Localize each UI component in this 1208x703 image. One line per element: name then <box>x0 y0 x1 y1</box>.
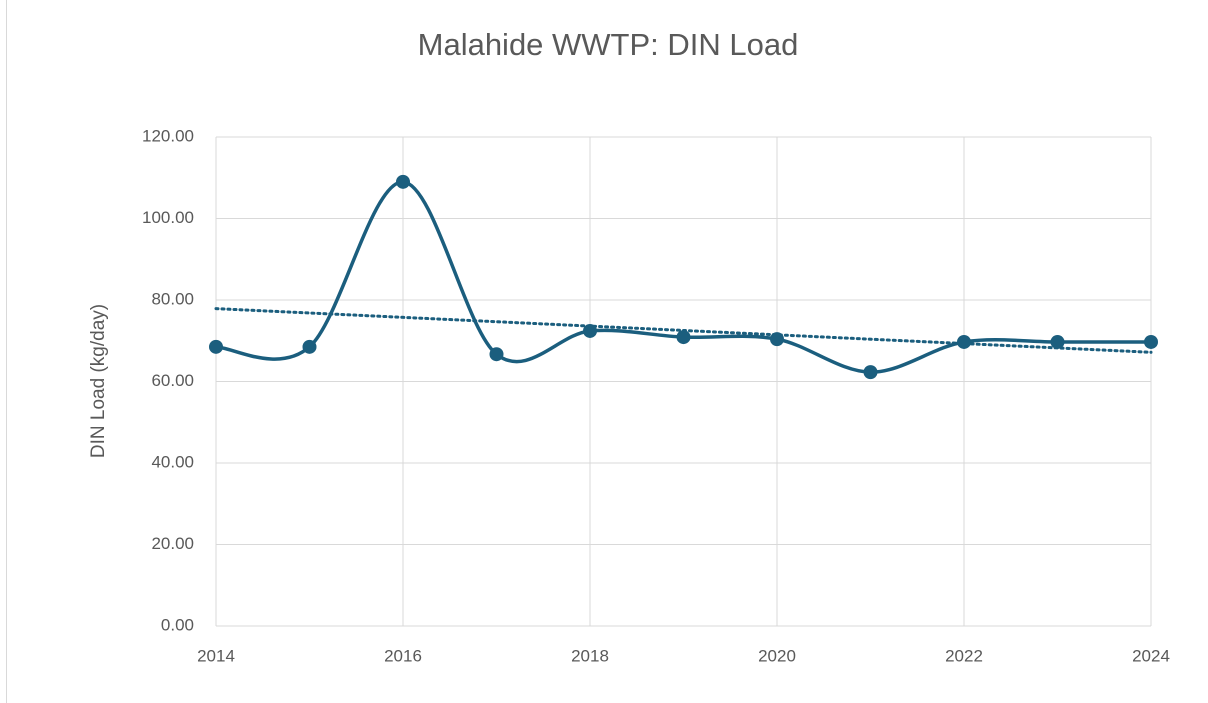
data-point <box>676 330 691 345</box>
data-point <box>1144 334 1158 349</box>
y-tick-label: 120.00 <box>142 126 194 145</box>
chart-border <box>6 0 7 703</box>
x-tick-label: 2016 <box>384 646 422 665</box>
y-tick-label: 20.00 <box>151 534 194 553</box>
y-tick-label: 60.00 <box>151 371 194 390</box>
x-tick-label: 2024 <box>1132 646 1170 665</box>
x-tick-label: 2014 <box>197 646 235 665</box>
y-tick-label: 100.00 <box>142 208 194 227</box>
data-point <box>489 347 504 362</box>
x-tick-label: 2018 <box>571 646 609 665</box>
y-tick-label: 80.00 <box>151 289 194 308</box>
y-tick-label: 40.00 <box>151 452 194 471</box>
data-point <box>957 334 971 349</box>
x-tick-label: 2020 <box>758 646 796 665</box>
x-tick-label: 2022 <box>945 646 983 665</box>
data-point <box>209 339 223 354</box>
data-point <box>770 332 784 347</box>
y-axis-label: DIN Load (kg/day) <box>88 304 109 458</box>
data-point <box>583 323 597 338</box>
data-point <box>1050 334 1065 349</box>
data-point <box>302 339 317 354</box>
data-point <box>396 174 410 189</box>
data-point <box>863 365 878 380</box>
chart-title: Malahide WWTP: DIN Load <box>418 27 799 62</box>
y-tick-label: 0.00 <box>161 615 194 634</box>
